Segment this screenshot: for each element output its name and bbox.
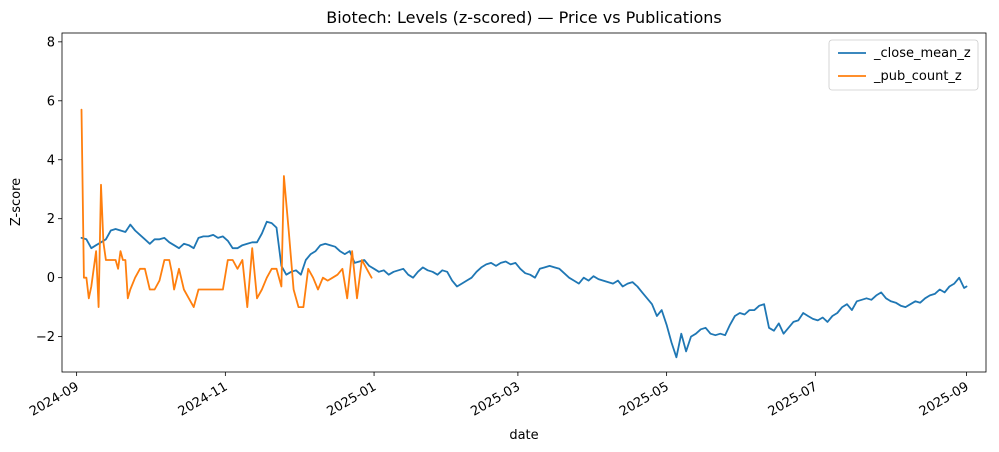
legend-label-close-mean-z: _close_mean_z xyxy=(873,46,971,61)
legend-box xyxy=(828,39,979,91)
y-tick-label: 2 xyxy=(47,212,55,227)
x-tick-label: 2025-07 xyxy=(766,379,821,419)
x-tick-label: 2024-09 xyxy=(27,379,82,419)
y-tick-label: 0 xyxy=(47,271,55,286)
y-tick-label: 6 xyxy=(47,94,55,109)
x-tick-label: 2025-01 xyxy=(325,379,380,419)
legend: _close_mean_z _pub_count_z xyxy=(828,39,979,91)
chart-title: Biotech: Levels (z-scored) — Price vs Pu… xyxy=(326,8,722,27)
series-line-close-mean-z xyxy=(80,220,968,359)
series-layer xyxy=(80,108,968,359)
x-axis: 2024-09 2024-11 2025-01 2025-03 2025-05 2025-… xyxy=(27,372,971,420)
x-tick-label: 2024-11 xyxy=(176,379,231,419)
series-line-pub-count-z xyxy=(80,108,373,309)
plot-frame xyxy=(61,32,987,373)
legend-label-pub-count-z: _pub_count_z xyxy=(873,69,962,84)
x-tick-label: 2025-09 xyxy=(917,379,972,419)
y-tick-label: 8 xyxy=(47,35,55,50)
x-tick-label: 2025-05 xyxy=(617,379,672,419)
y-axis: −2 0 2 4 6 8 xyxy=(36,35,62,345)
y-axis-label: Z-score xyxy=(9,178,24,226)
y-tick-label: 4 xyxy=(47,153,55,168)
y-tick-label: −2 xyxy=(36,330,55,345)
x-tick-label: 2025-03 xyxy=(468,379,523,419)
x-axis-label: date xyxy=(509,428,538,443)
